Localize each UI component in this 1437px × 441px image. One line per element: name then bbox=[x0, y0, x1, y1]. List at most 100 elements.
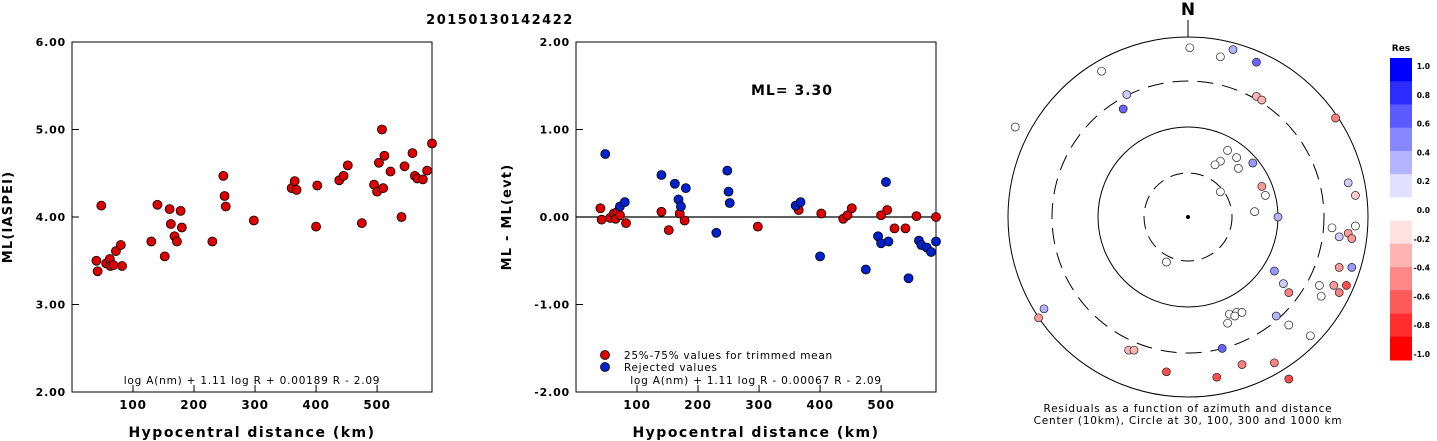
colorbar-cell bbox=[1390, 267, 1412, 291]
colorbar-cell bbox=[1390, 174, 1412, 198]
panel3-points bbox=[1010, 43, 1360, 384]
colorbar-tick-label: 0.0 bbox=[1417, 206, 1430, 215]
legend-marker-trimmed bbox=[600, 350, 610, 360]
panel2-point bbox=[926, 247, 937, 257]
panel2-point bbox=[815, 251, 825, 262]
panel2-point bbox=[656, 206, 667, 217]
colorbar-tick-labels: 1.0 0.8 0.6 0.4 0.2 0.0 -0.2 -0.4 -0.6 -0.8 -1.0 bbox=[1414, 62, 1430, 359]
azimuth-point bbox=[1237, 360, 1247, 369]
panel3-caption-line2: Center (10km), Circle at 30, 100, 300 an… bbox=[1034, 415, 1343, 427]
panel1-point bbox=[385, 166, 396, 177]
colorbar-title: Res bbox=[1392, 44, 1410, 54]
colorbar-cells bbox=[1390, 58, 1412, 361]
colorbar-cell bbox=[1390, 127, 1412, 152]
panel2-point bbox=[596, 214, 607, 225]
colorbar-cell bbox=[1390, 336, 1412, 361]
panel2-point bbox=[595, 203, 606, 214]
azimuth-point bbox=[1217, 344, 1227, 353]
colorbar-tick-label: -0.4 bbox=[1414, 264, 1430, 273]
panel1-formula: log A(nm) + 1.11 log R + 0.00189 R - 2.0… bbox=[124, 375, 381, 387]
panel1-point bbox=[427, 138, 437, 149]
panel1-tick-labels: 2.00 3.00 4.00 5.00 6.00 100 200 300 400 500 bbox=[36, 36, 390, 412]
panel2-point bbox=[883, 236, 894, 247]
panel1-xtick-label: 100 bbox=[119, 398, 146, 412]
azimuth-point bbox=[1347, 263, 1357, 272]
panel2-ytick-label: 1.00 bbox=[540, 124, 570, 137]
legend-marker-rejected bbox=[600, 362, 610, 372]
azimuth-point bbox=[1010, 122, 1020, 132]
panel1-point bbox=[219, 191, 230, 201]
panel2-formula: log A(nm) + 1.11 log R - 0.00067 R - 2.0… bbox=[630, 375, 882, 387]
azimuth-point bbox=[1234, 164, 1243, 173]
panel1-point bbox=[207, 236, 218, 247]
panel1-xtick-label: 300 bbox=[241, 398, 268, 412]
colorbar-cell bbox=[1390, 290, 1412, 315]
panel1-ytick-label: 4.00 bbox=[36, 211, 66, 224]
azimuth-point bbox=[1284, 374, 1294, 384]
colorbar-tick-label: -1.0 bbox=[1414, 350, 1430, 359]
panel2-tick-labels: -2.00 -1.00 0.00 1.00 2.00 100 200 300 400 500 bbox=[534, 36, 894, 412]
azimuth-point bbox=[1342, 281, 1351, 290]
panel2-point bbox=[889, 223, 900, 234]
panel1-ylabel: ML(IASPEI) bbox=[1, 171, 16, 264]
panel2-point bbox=[600, 149, 611, 159]
panel2-xtick-label: 400 bbox=[806, 398, 833, 412]
azimuth-point bbox=[1223, 146, 1232, 155]
panel2-point bbox=[881, 177, 891, 187]
panel2-point bbox=[882, 205, 893, 215]
azimuth-point bbox=[1216, 187, 1225, 197]
panel1-point bbox=[91, 255, 102, 266]
panel1-point bbox=[407, 148, 418, 159]
panel2-point bbox=[816, 208, 827, 219]
azimuth-point bbox=[1334, 232, 1344, 242]
colorbar-tick-label: 1.0 bbox=[1417, 62, 1430, 71]
panel2-point bbox=[615, 210, 625, 221]
panel2-ytick-label: -1.00 bbox=[534, 299, 570, 312]
panel1-point bbox=[311, 221, 321, 232]
colorbar-tick-label: -0.2 bbox=[1414, 235, 1430, 244]
panel2-point bbox=[676, 201, 686, 212]
azimuth-point bbox=[1122, 90, 1132, 99]
panel2-point bbox=[842, 210, 853, 221]
panel2-point bbox=[846, 203, 857, 214]
panel1-point bbox=[117, 261, 127, 271]
panel2-xtick-label: 300 bbox=[745, 398, 772, 412]
north-label: N bbox=[1181, 0, 1195, 20]
azimuth-point bbox=[1315, 281, 1324, 290]
panel2-point bbox=[931, 236, 941, 247]
panel1-point bbox=[220, 201, 231, 212]
panel1-point bbox=[312, 180, 323, 191]
azimuth-point bbox=[1284, 288, 1294, 297]
panel2-point bbox=[722, 165, 733, 176]
colorbar-tick-label: 0.4 bbox=[1417, 148, 1430, 157]
azimuth-point bbox=[1351, 221, 1360, 231]
azimuth-point bbox=[1273, 212, 1283, 222]
azimuth-point bbox=[1270, 266, 1279, 276]
panel2-point bbox=[711, 227, 722, 238]
panel1-point bbox=[108, 260, 119, 271]
panel-azimuth-distance: N Residuals as a function of azimuth and… bbox=[1007, 0, 1369, 427]
azimuth-point bbox=[1162, 257, 1171, 267]
panel2-point bbox=[911, 211, 922, 222]
colorbar-cell bbox=[1390, 150, 1412, 175]
azimuth-point bbox=[1334, 263, 1344, 272]
colorbar-cell bbox=[1390, 220, 1412, 245]
panel2-point bbox=[723, 186, 734, 197]
panel2-point bbox=[663, 225, 674, 236]
panel2-point bbox=[931, 212, 941, 222]
colorbar-tick-label: -0.8 bbox=[1414, 321, 1430, 330]
azimuth-point bbox=[1284, 320, 1294, 330]
azimuth-point bbox=[1230, 311, 1240, 321]
panel2-point bbox=[860, 264, 871, 275]
panel2-point bbox=[680, 183, 691, 194]
panel1-xtick-label: 500 bbox=[363, 398, 390, 412]
panel1-point bbox=[159, 251, 170, 262]
panel1-xtick-label: 200 bbox=[180, 398, 207, 412]
panel3-caption-line1: Residuals as a function of azimuth and d… bbox=[1044, 403, 1333, 415]
panel1-point bbox=[96, 200, 107, 211]
legend-label-trimmed: 25%-75% values for trimmed mean bbox=[624, 350, 833, 362]
colorbar-tick-label: 0.8 bbox=[1417, 91, 1430, 100]
azimuth-point bbox=[1232, 153, 1241, 162]
panel1-ytick-label: 6.00 bbox=[36, 36, 66, 49]
azimuth-point bbox=[1343, 178, 1353, 188]
